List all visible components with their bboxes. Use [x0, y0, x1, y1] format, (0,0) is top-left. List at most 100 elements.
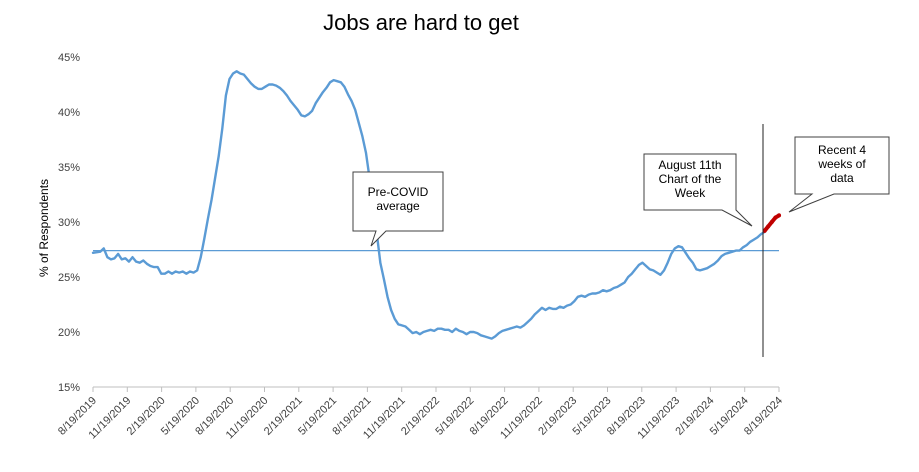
data-point [257, 88, 260, 90]
data-point [742, 246, 744, 249]
data-point [523, 324, 525, 327]
data-point [246, 78, 249, 80]
data-point [325, 86, 328, 89]
data-point [766, 224, 771, 229]
data-point [576, 295, 579, 298]
data-point [400, 324, 403, 327]
data-point [307, 113, 310, 116]
data-point [591, 292, 594, 295]
chart-title: Jobs are hard to get [323, 10, 519, 35]
data-point [110, 258, 112, 261]
data-point [286, 94, 288, 97]
recent-weeks-callout-box [788, 136, 890, 213]
data-point [756, 236, 759, 239]
data-point [239, 72, 242, 75]
data-point [214, 177, 217, 179]
data-point [584, 295, 586, 298]
data-point [731, 250, 734, 253]
data-point [318, 96, 321, 99]
data-point [192, 271, 195, 274]
data-point [515, 325, 518, 328]
y-tick-label: 25% [58, 272, 80, 284]
data-point [559, 305, 561, 308]
chart-of-week-callout-text: Week [675, 186, 706, 200]
x-axis: 8/19/201911/19/20192/19/20205/19/20208/1… [56, 386, 785, 441]
data-point [113, 257, 116, 260]
data-point [497, 332, 500, 334]
series-layer [91, 70, 781, 340]
data-point [393, 317, 396, 320]
data-point [354, 108, 357, 111]
data-point [551, 308, 554, 310]
data-point [655, 271, 658, 274]
data-point [415, 331, 418, 333]
data-point [242, 73, 245, 76]
data-point [469, 331, 472, 333]
data-point [311, 110, 313, 112]
data-point [612, 287, 615, 289]
data-point [153, 266, 155, 268]
data-point [699, 269, 701, 272]
data-point [627, 276, 630, 278]
data-point [620, 283, 622, 286]
data-point [185, 272, 188, 275]
data-point [562, 306, 565, 309]
data-point [221, 127, 224, 130]
data-point [171, 272, 173, 275]
recent-weeks-callout-text: weeks of [817, 157, 866, 171]
data-point [447, 328, 450, 331]
data-point [228, 78, 231, 80]
data-point [713, 262, 716, 265]
data-point [128, 260, 130, 263]
data-point [196, 269, 199, 272]
chart-of-week-callout-text: August 11th [658, 158, 721, 172]
data-point [408, 328, 410, 331]
data-point [458, 330, 461, 332]
data-point [361, 135, 364, 138]
chart-of-week-callout-box [643, 153, 753, 227]
data-point [760, 233, 762, 236]
data-point [329, 81, 331, 84]
data-point [145, 262, 148, 265]
data-point [357, 122, 360, 124]
data-point [738, 249, 741, 252]
data-point [530, 317, 533, 320]
data-point [163, 272, 166, 275]
data-point [436, 327, 439, 330]
data-point [630, 272, 633, 275]
data-point [260, 88, 263, 90]
data-point [490, 337, 493, 340]
data-point [321, 91, 324, 94]
data-point [598, 291, 601, 294]
data-point [217, 155, 220, 157]
data-point [106, 256, 109, 259]
data-point [350, 100, 353, 102]
data-point [422, 331, 425, 333]
data-point [762, 228, 767, 233]
data-point [735, 249, 737, 252]
chart-of-week-callout-text: Chart of the [659, 172, 722, 186]
data-point [207, 217, 209, 220]
data-point [440, 327, 443, 330]
data-point [275, 84, 278, 87]
data-point [623, 281, 626, 284]
data-point [92, 251, 94, 254]
data-point [339, 81, 342, 84]
recent-weeks-callout-text: Recent 4 [818, 143, 866, 157]
data-point [210, 199, 213, 201]
data-point [544, 309, 547, 311]
data-point [429, 328, 432, 331]
data-point [224, 94, 227, 97]
data-point [426, 330, 428, 332]
data-point [752, 238, 755, 241]
y-tick-label: 45% [58, 52, 80, 64]
data-point [390, 309, 392, 311]
data-point [616, 286, 619, 288]
data-point [634, 268, 637, 271]
data-point [476, 332, 479, 334]
data-point [167, 270, 170, 273]
data-point [569, 303, 572, 306]
data-point [666, 261, 669, 264]
data-point [203, 237, 206, 240]
